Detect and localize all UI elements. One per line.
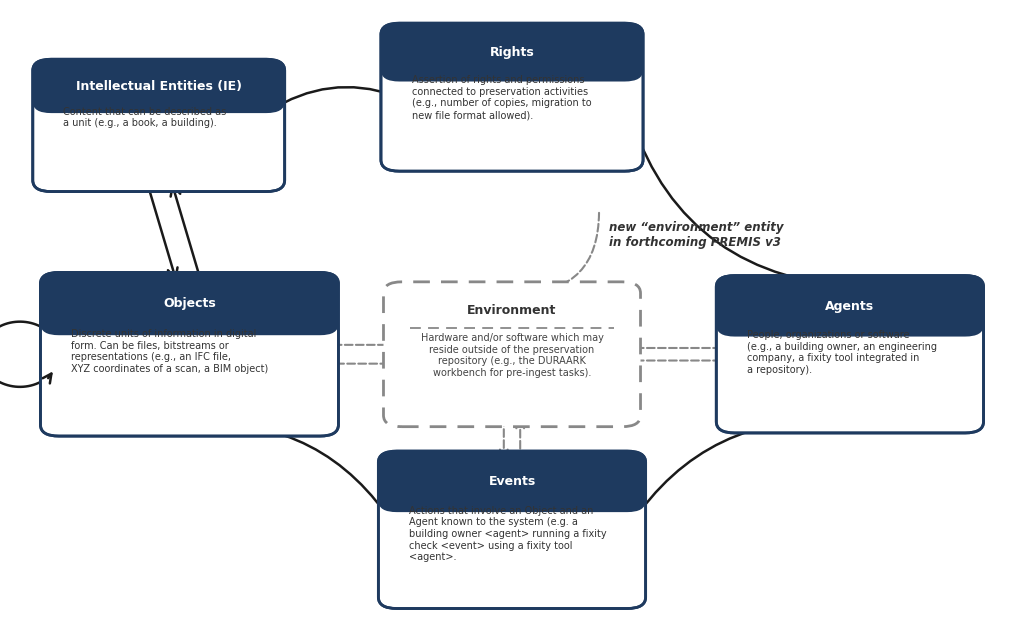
FancyBboxPatch shape [716, 276, 983, 337]
Text: Discrete units of information in digital
form. Can be files, bitstreams or
repre: Discrete units of information in digital… [71, 329, 268, 374]
FancyBboxPatch shape [379, 451, 646, 608]
Text: Hardware and/or software which may
reside outside of the preservation
repository: Hardware and/or software which may resid… [421, 333, 603, 378]
FancyBboxPatch shape [33, 59, 285, 113]
Text: Rights: Rights [489, 46, 535, 59]
Text: Events: Events [488, 475, 536, 488]
FancyBboxPatch shape [57, 310, 322, 330]
Text: Intellectual Entities (IE): Intellectual Entities (IE) [76, 80, 242, 93]
Text: People, organizations or software
(e.g., a building owner, an engineering
compan: People, organizations or software (e.g.,… [746, 330, 937, 375]
FancyBboxPatch shape [381, 23, 643, 82]
FancyBboxPatch shape [398, 58, 626, 76]
FancyBboxPatch shape [379, 451, 646, 512]
FancyBboxPatch shape [50, 92, 267, 108]
Text: Agents: Agents [825, 300, 874, 313]
Text: Actions that involve an Object and an
Agent known to the system (e.g. a
building: Actions that involve an Object and an Ag… [410, 506, 606, 562]
FancyBboxPatch shape [33, 59, 285, 192]
Text: Content that can be described as
a unit (e.g., a book, a building).: Content that can be described as a unit … [63, 107, 226, 129]
FancyBboxPatch shape [395, 488, 629, 507]
Text: Environment: Environment [467, 304, 557, 317]
Text: new “environment” entity
in forthcoming PREMIS v3: new “environment” entity in forthcoming … [609, 221, 783, 249]
FancyBboxPatch shape [733, 312, 966, 332]
FancyBboxPatch shape [40, 272, 338, 436]
Text: Assertion of rights and permissions
connected to preservation activities
(e.g., : Assertion of rights and permissions conn… [412, 75, 591, 120]
FancyBboxPatch shape [716, 276, 983, 433]
FancyBboxPatch shape [381, 23, 643, 171]
FancyBboxPatch shape [383, 282, 641, 426]
Text: Objects: Objects [163, 297, 216, 310]
FancyBboxPatch shape [40, 272, 338, 335]
